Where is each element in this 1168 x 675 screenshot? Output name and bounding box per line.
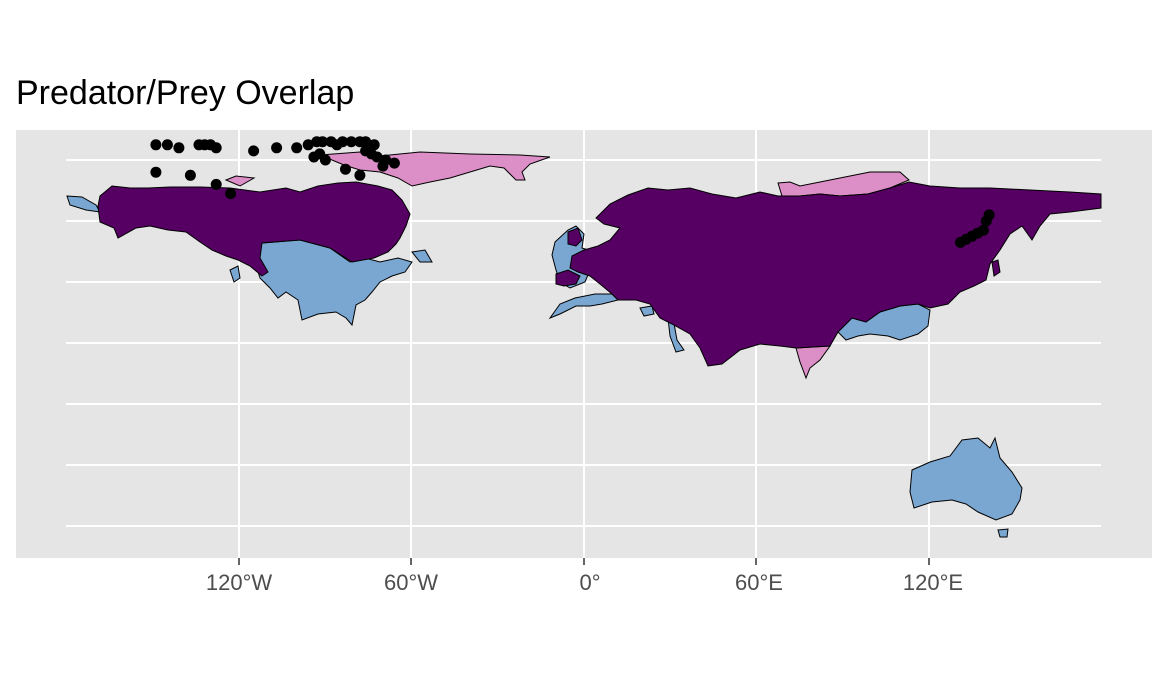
occurrence-point: [150, 166, 162, 178]
occurrence-point: [302, 139, 314, 151]
occurrence-point: [150, 139, 162, 151]
x-tick-label: 120°W: [206, 570, 273, 595]
overlap-north-america: [97, 181, 411, 277]
prey-range-levant: [639, 305, 655, 317]
occurrence-point: [345, 136, 357, 148]
occurrence-point: [371, 151, 383, 163]
overlap-layer: [97, 181, 1102, 367]
occurrence-point: [291, 142, 303, 154]
occurrence-point: [210, 142, 222, 154]
prey-range-great-lakes-islands: [229, 265, 241, 283]
occurrence-point: [173, 142, 185, 154]
x-tick-label: 120°E: [903, 570, 963, 595]
overlap-iberia: [555, 269, 581, 287]
x-tick-label: 60°W: [384, 570, 438, 595]
prey-range-australia: [909, 436, 1023, 521]
overlap-sakhalin: [991, 259, 1001, 277]
occurrence-points: [150, 136, 995, 248]
occurrence-point: [954, 236, 966, 248]
occurrence-point: [337, 136, 349, 148]
occurrence-point: [248, 145, 260, 157]
plot-title: Predator/Prey Overlap: [16, 74, 355, 112]
predator-range-arctic-canada: [224, 175, 256, 187]
prey-range-newfoundland: [411, 249, 433, 263]
occurrence-point: [225, 188, 237, 200]
occurrence-point: [271, 142, 283, 154]
x-axis: 120°W 60°W 0° 60°E 120°E: [206, 558, 963, 595]
occurrence-point: [368, 139, 380, 151]
occurrence-point: [308, 151, 320, 163]
occurrence-point: [980, 215, 992, 227]
occurrence-point: [340, 163, 351, 175]
x-tick-label: 0°: [579, 570, 600, 595]
prey-range-tasmania: [997, 528, 1009, 538]
occurrence-point: [377, 160, 389, 172]
occurrence-point: [210, 178, 222, 190]
occurrence-point: [317, 136, 328, 148]
occurrence-point: [354, 169, 366, 181]
occurrence-point: [184, 169, 196, 181]
x-tick-label: 60°E: [735, 570, 783, 595]
occurrence-point: [388, 157, 400, 169]
occurrence-point: [161, 139, 173, 151]
overlap-british-isles: [567, 227, 583, 247]
occurrence-point: [360, 136, 372, 148]
overlap-eurasia: [569, 181, 1102, 367]
prey-range-layer: [66, 195, 1023, 538]
occurrence-point: [319, 154, 331, 166]
